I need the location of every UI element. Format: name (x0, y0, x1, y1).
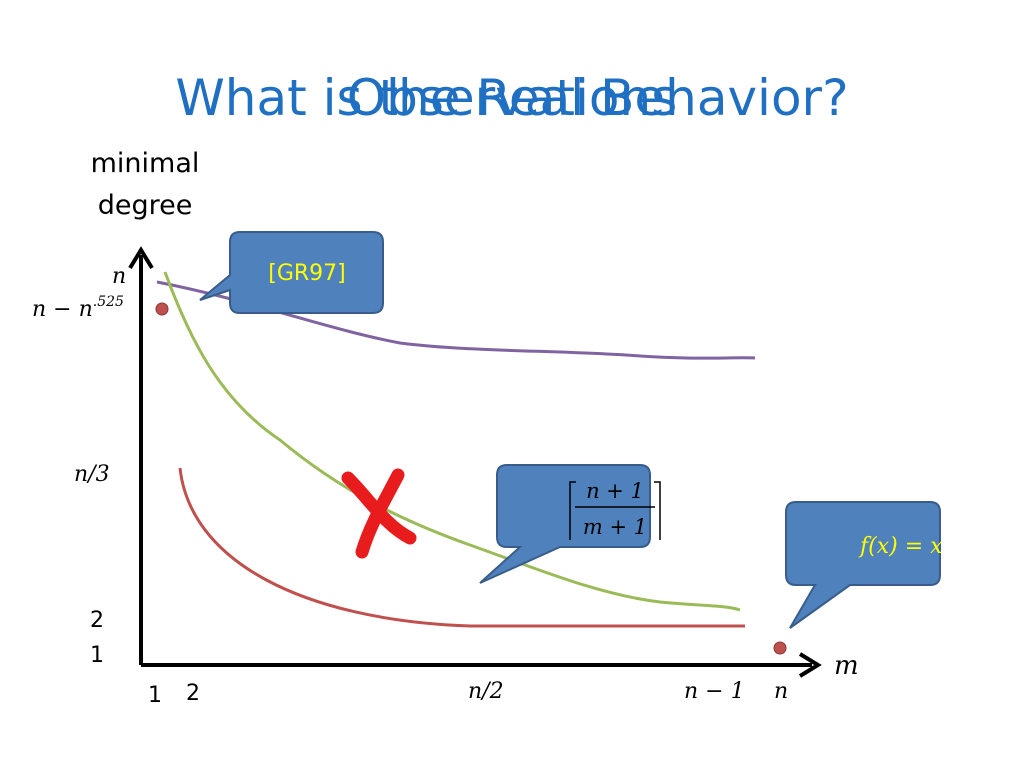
x-tick: n (774, 679, 788, 704)
callout-text: [GR97] (268, 261, 346, 286)
point (773, 641, 787, 655)
point (155, 302, 169, 316)
cross-mark (341, 468, 417, 559)
y-tick: n − n.525 (32, 294, 124, 322)
x-tick: n/2 (468, 679, 504, 704)
denominator: m + 1 (583, 515, 647, 539)
y-label: minimal (91, 148, 200, 179)
x-tick: 1 (148, 683, 162, 708)
y-tick: n/3 (74, 462, 110, 487)
lower-curve (178, 467, 745, 628)
y-tick: n (112, 264, 126, 289)
axes (128, 246, 822, 678)
callout (199, 231, 384, 314)
x-label: m (834, 651, 859, 681)
y-label: degree (98, 190, 193, 221)
y-tick: 1 (90, 643, 104, 668)
x-tick: 2 (186, 681, 200, 706)
callout-text: f(x) = x (858, 534, 943, 559)
callout (785, 501, 941, 629)
middle-curve (163, 271, 741, 612)
callout (479, 464, 651, 584)
fraction: n + 1 m + 1 (569, 479, 661, 540)
title: What is the Real Behavior? (175, 69, 848, 127)
numerator: n + 1 (586, 479, 644, 503)
overlay-title: Observations (347, 69, 678, 127)
x-tick: n − 1 (684, 679, 745, 704)
y-tick: 2 (90, 608, 104, 633)
